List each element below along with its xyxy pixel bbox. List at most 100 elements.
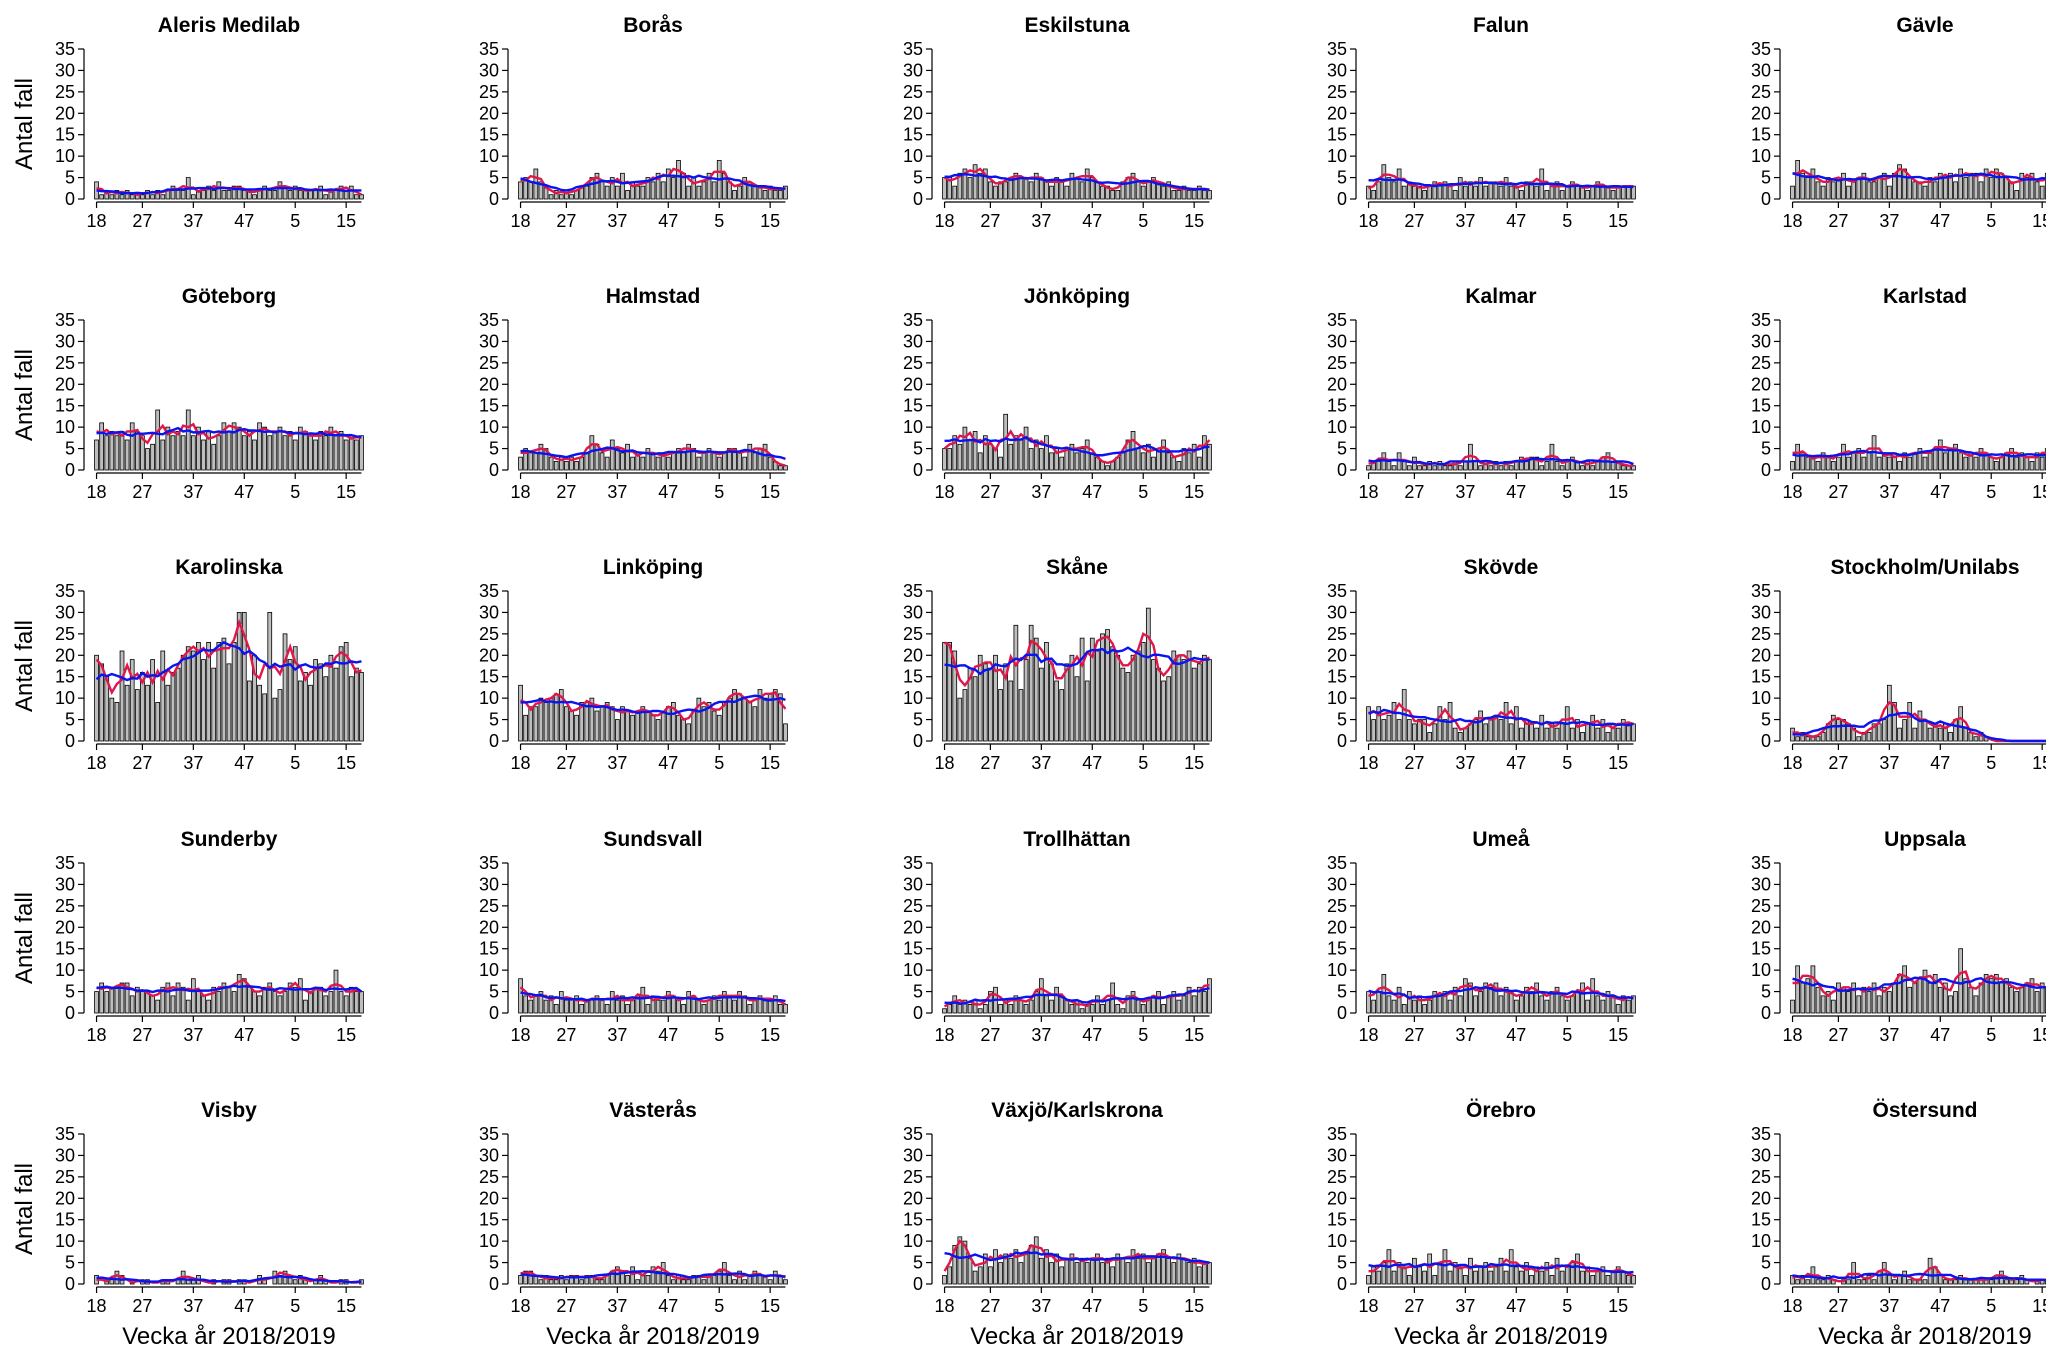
bar <box>681 452 686 471</box>
y-tick-label: 15 <box>1327 939 1347 959</box>
bar <box>1171 650 1177 742</box>
y-tick-label: 5 <box>1761 168 1771 188</box>
bar <box>2009 986 2014 1014</box>
bar <box>1620 995 1626 1014</box>
bar <box>716 999 722 1014</box>
bar <box>1028 999 1034 1014</box>
bar <box>1207 190 1212 200</box>
bar <box>1580 465 1585 471</box>
bar <box>1590 714 1596 742</box>
bar <box>328 426 334 471</box>
bar <box>1110 1266 1116 1285</box>
bar <box>354 194 359 200</box>
bar <box>1963 978 1969 1014</box>
bar <box>216 642 222 742</box>
bar <box>1386 995 1392 1014</box>
y-tick-label: 10 <box>903 146 923 166</box>
bar <box>1815 181 1821 200</box>
bar <box>548 697 554 742</box>
bar <box>1049 452 1054 471</box>
x-tick-label: 47 <box>1506 1296 1526 1316</box>
bar <box>625 190 630 200</box>
bar <box>175 431 181 471</box>
bar <box>778 693 783 742</box>
bar <box>1600 719 1606 742</box>
x-tick-label: 37 <box>1455 1296 1475 1316</box>
x-tick-label: 37 <box>1031 1025 1051 1045</box>
y-tick-label: 30 <box>479 1145 499 1165</box>
x-tick-label: 47 <box>1506 482 1526 502</box>
x-tick-label: 47 <box>1082 753 1102 773</box>
x-tick-label: 37 <box>1879 482 1899 502</box>
bar <box>553 693 559 742</box>
bar <box>977 452 983 471</box>
bar <box>579 1279 585 1285</box>
bar <box>1422 1004 1427 1014</box>
bar <box>262 426 268 471</box>
bar <box>1171 991 1177 1014</box>
y-tick-label: 35 <box>903 853 923 873</box>
bar <box>762 697 768 742</box>
bar <box>104 435 110 471</box>
y-tick-label: 5 <box>489 982 499 1002</box>
bar <box>1008 1004 1014 1014</box>
bar <box>114 986 120 1014</box>
bar <box>231 991 237 1014</box>
bar <box>967 439 973 471</box>
bar <box>957 1004 963 1014</box>
x-tick-label: 15 <box>1608 753 1628 773</box>
x-tick-label: 18 <box>935 1296 955 1316</box>
bar <box>333 969 339 1014</box>
bar <box>548 456 554 471</box>
bar <box>1074 1262 1080 1285</box>
bar <box>1580 1270 1585 1285</box>
bar <box>609 177 615 200</box>
bar <box>1427 732 1433 742</box>
bar <box>170 995 176 1014</box>
bar <box>354 991 359 1014</box>
bar <box>1519 456 1524 471</box>
y-tick-label: 0 <box>65 189 75 209</box>
y-tick-label: 35 <box>479 853 499 873</box>
y-tick-label: 0 <box>1761 731 1771 751</box>
bar <box>752 1270 758 1285</box>
bar <box>1376 706 1382 742</box>
bar <box>757 995 763 1014</box>
bar <box>778 1004 783 1014</box>
bar <box>1488 719 1494 742</box>
bar <box>1135 448 1141 471</box>
bar <box>1544 727 1550 742</box>
blue-trend-line <box>95 641 362 682</box>
x-tick-label: 15 <box>760 1296 780 1316</box>
bar <box>292 185 298 200</box>
bar <box>1079 181 1085 200</box>
bar <box>196 642 201 742</box>
bar <box>114 1270 120 1285</box>
y-tick-label: 20 <box>1751 917 1771 937</box>
bar <box>696 456 702 471</box>
bar <box>1191 443 1197 471</box>
bar <box>538 181 544 200</box>
bar <box>262 693 268 742</box>
bar <box>1442 719 1448 742</box>
bar <box>1790 185 1795 200</box>
x-tick-label: 37 <box>607 753 627 773</box>
bar <box>1968 172 1974 200</box>
bar <box>518 978 523 1014</box>
y-tick-label: 25 <box>55 896 75 916</box>
bar <box>1151 1257 1156 1285</box>
y-tick-label: 35 <box>1327 39 1347 59</box>
bar <box>952 185 958 200</box>
bar <box>1105 999 1110 1014</box>
bar <box>1790 999 1795 1014</box>
x-tick-label: 15 <box>2032 1025 2046 1045</box>
y-tick-label: 25 <box>1751 896 1771 916</box>
bar <box>538 443 544 471</box>
bar <box>287 190 293 200</box>
bar <box>1943 177 1948 200</box>
y-tick-label: 10 <box>903 688 923 708</box>
x-tick-label: 5 <box>1138 1025 1148 1045</box>
bar <box>1110 646 1116 742</box>
